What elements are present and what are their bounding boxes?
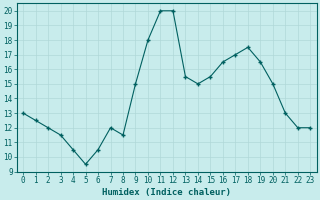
X-axis label: Humidex (Indice chaleur): Humidex (Indice chaleur) [102, 188, 231, 197]
